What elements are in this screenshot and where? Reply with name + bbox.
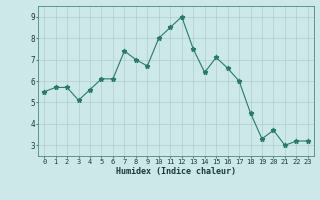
X-axis label: Humidex (Indice chaleur): Humidex (Indice chaleur)	[116, 167, 236, 176]
